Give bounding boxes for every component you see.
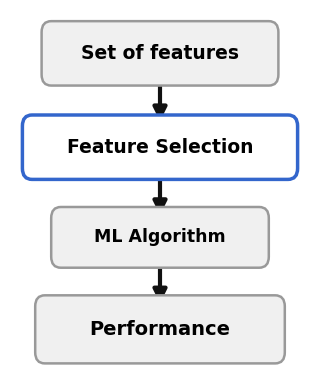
Text: Feature Selection: Feature Selection xyxy=(67,138,253,157)
FancyBboxPatch shape xyxy=(51,207,269,268)
Text: Performance: Performance xyxy=(90,320,230,339)
FancyBboxPatch shape xyxy=(42,21,278,86)
FancyBboxPatch shape xyxy=(22,115,298,180)
FancyBboxPatch shape xyxy=(35,295,285,364)
Text: Set of features: Set of features xyxy=(81,44,239,63)
Text: ML Algorithm: ML Algorithm xyxy=(94,229,226,246)
